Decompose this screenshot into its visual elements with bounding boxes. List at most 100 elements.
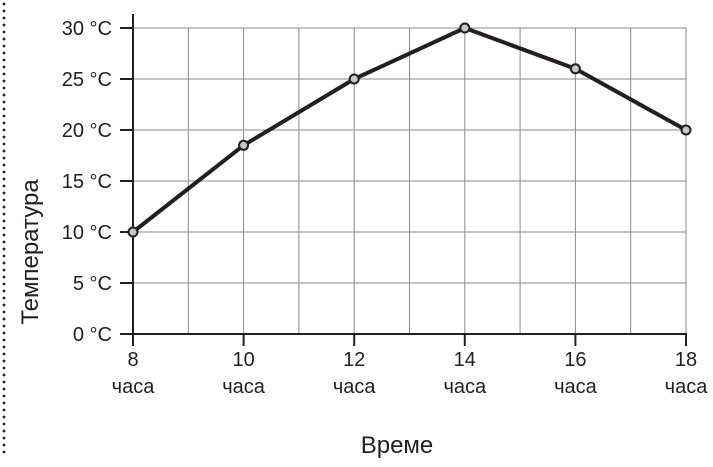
border-dot (2, 247, 6, 251)
border-dot (2, 436, 6, 440)
y-tick-label: 20 °C (62, 120, 112, 142)
border-dot (2, 310, 6, 314)
series (127, 22, 692, 238)
border-dot (2, 261, 6, 265)
border-dot (2, 86, 6, 90)
border-dot (2, 128, 6, 132)
border-dot (2, 30, 6, 34)
border-dot (2, 282, 6, 286)
border-dot (2, 415, 6, 419)
data-point (569, 63, 581, 75)
axes (120, 14, 687, 335)
border-dot (2, 254, 6, 258)
border-dot (2, 205, 6, 209)
x-tick-label-unit: часа (554, 376, 598, 398)
border-dot (2, 240, 6, 244)
border-dot (2, 317, 6, 321)
x-tick-label-unit: часа (333, 376, 377, 398)
x-axis-title: Време (361, 432, 434, 459)
border-dot (2, 79, 6, 83)
y-tick-label: 25 °C (62, 69, 112, 91)
border-dot (2, 324, 6, 328)
y-tick-label: 15 °C (62, 171, 112, 193)
data-point (348, 73, 360, 85)
border-dot (2, 345, 6, 349)
border-dot (2, 422, 6, 426)
border-dot (2, 268, 6, 272)
border-dot (2, 352, 6, 356)
x-tick-label-unit: часа (665, 376, 709, 398)
data-point (680, 124, 692, 136)
border-dot (2, 387, 6, 391)
border-dot (2, 100, 6, 104)
border-dot (2, 16, 6, 20)
border-dot (2, 289, 6, 293)
x-tick-label-number: 12 (343, 349, 365, 371)
border-dot (2, 212, 6, 216)
x-tick-label-unit: часа (112, 376, 156, 398)
border-dot (2, 219, 6, 223)
border-dot (2, 331, 6, 335)
border-dot (2, 394, 6, 398)
border-dot (2, 303, 6, 307)
border-dot (2, 65, 6, 69)
data-point (127, 226, 139, 238)
border-dot (2, 226, 6, 230)
border-dot (2, 142, 6, 146)
data-point (459, 22, 471, 34)
border-dot (2, 191, 6, 195)
border-dot (2, 135, 6, 139)
border-dot (2, 380, 6, 384)
y-tick-label: 30 °C (62, 18, 112, 40)
border-dot (2, 9, 6, 13)
border-dot (2, 156, 6, 160)
border-dot (2, 359, 6, 363)
border-dot (2, 170, 6, 174)
border-dot (2, 149, 6, 153)
border-dot (2, 373, 6, 377)
x-tick-label-unit: часа (222, 376, 266, 398)
border-dot (2, 114, 6, 118)
border-dot (2, 450, 6, 454)
x-tick-label-number: 10 (232, 349, 254, 371)
grid (133, 27, 687, 334)
series-line (131, 26, 687, 234)
border-dot (2, 2, 6, 6)
border-dot (2, 177, 6, 181)
border-dot (2, 233, 6, 237)
border-dot (2, 408, 6, 412)
y-tick-label: 10 °C (62, 222, 112, 244)
border-dot (2, 401, 6, 405)
ticks: 0 °C 5 °C 10 °C 15 °C 20 °C 25 °C 30 °C 8 часа 10… (62, 18, 708, 398)
y-tick-label: 0 °C (73, 324, 112, 346)
x-tick-label-number: 14 (454, 349, 476, 371)
x-tick-label-number: 8 (127, 349, 138, 371)
x-tick-label-unit: часа (443, 376, 487, 398)
border-dot (2, 366, 6, 370)
border-dot (2, 23, 6, 27)
border-dot (2, 429, 6, 433)
border-dot (2, 338, 6, 342)
border-dot (2, 296, 6, 300)
border-dot (2, 37, 6, 41)
border-dot (2, 121, 6, 125)
y-tick-label: 5 °C (73, 273, 112, 295)
border-dot (2, 163, 6, 167)
border-dot (2, 198, 6, 202)
border-dot (2, 51, 6, 55)
data-point (238, 139, 250, 151)
x-tick-label-number: 18 (675, 349, 697, 371)
border-dot (2, 443, 6, 447)
border-dot (2, 275, 6, 279)
border-dot (2, 44, 6, 48)
y-axis-title: Температура (17, 179, 44, 325)
border-dot (2, 93, 6, 97)
dotted-left-border (2, 2, 6, 454)
border-dot (2, 184, 6, 188)
border-dot (2, 107, 6, 111)
border-dot (2, 58, 6, 62)
border-dot (2, 72, 6, 76)
x-tick-label-number: 16 (564, 349, 586, 371)
